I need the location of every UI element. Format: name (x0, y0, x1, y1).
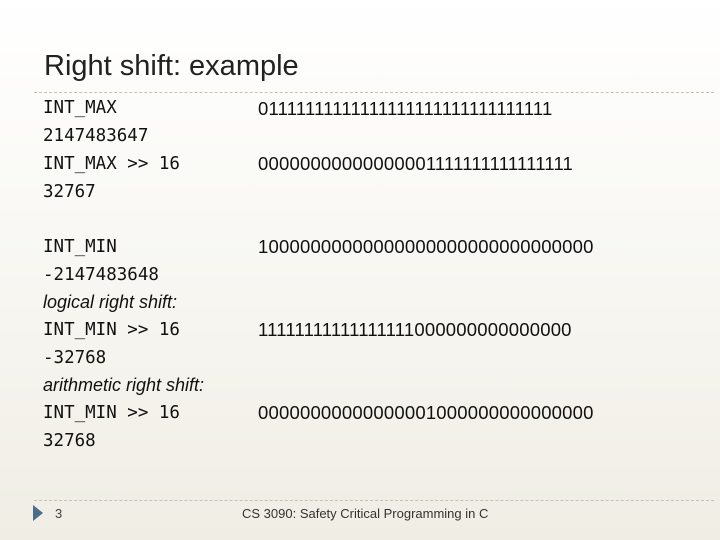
left-line-int-max-shift-value: 32767 (43, 182, 96, 202)
left-line-arithmetic-label: arithmetic right shift: (43, 375, 205, 395)
bits-int-max-shift: 00000000000000001111111111111111 (258, 153, 574, 174)
bullet-arrow-icon (33, 505, 43, 521)
footer-course: CS 3090: Safety Critical Programming in … (242, 506, 489, 521)
left-line-arithmetic-value: 32768 (43, 431, 96, 451)
slide-title: Right shift: example (44, 50, 299, 82)
bits-int-max: 01111111111111111111111111111111 (258, 98, 553, 119)
left-line-logical-shift: INT_MIN >> 16 (43, 320, 180, 340)
page-number: 3 (55, 506, 63, 521)
left-line-arithmetic-shift: INT_MIN >> 16 (43, 403, 180, 423)
left-line-int-min: INT_MIN (43, 237, 117, 257)
bits-logical-shift: 11111111111111111000000000000000 (258, 319, 572, 340)
footer-divider (34, 500, 714, 501)
left-line-int-max-shift: INT_MAX >> 16 (43, 154, 180, 174)
left-line-logical-label: logical right shift: (43, 292, 178, 312)
bits-arithmetic-shift: 00000000000000001000000000000000 (258, 402, 594, 423)
title-divider (34, 92, 714, 93)
left-line-int-max: INT_MAX (43, 98, 117, 118)
left-line-logical-value: -32768 (43, 348, 107, 368)
left-line-int-min-value: -2147483648 (43, 265, 159, 285)
left-line-int-max-value: 2147483647 (43, 126, 149, 146)
bits-int-min: 10000000000000000000000000000000 (258, 236, 594, 257)
